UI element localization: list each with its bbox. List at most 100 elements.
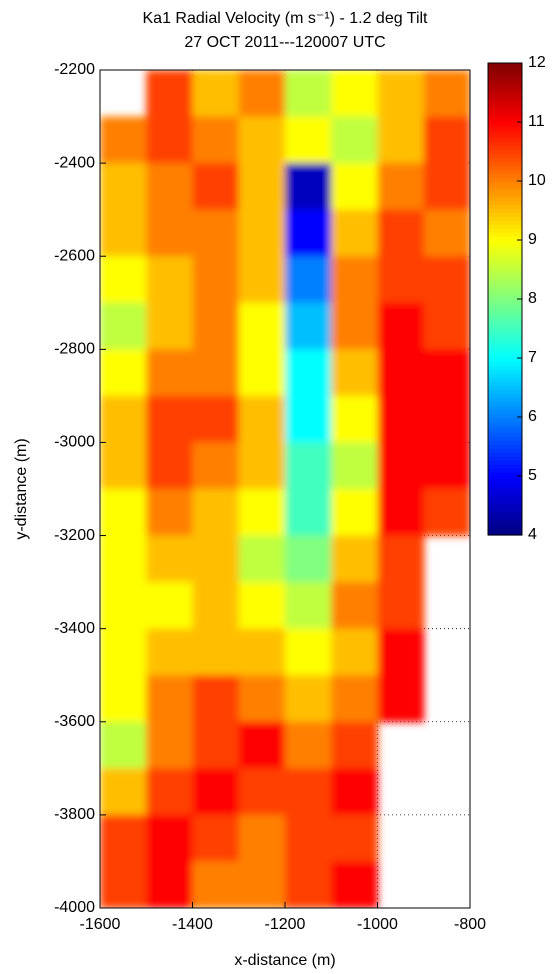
cell: [100, 768, 147, 816]
cell: [192, 302, 240, 350]
colorbar-segment: [488, 161, 522, 166]
cell: [100, 163, 147, 211]
cell: [331, 582, 378, 630]
cell: [238, 442, 286, 490]
colorbar-segment: [488, 369, 522, 375]
cell: [331, 395, 378, 443]
cell: [285, 349, 332, 397]
cell: [100, 116, 147, 164]
colorbar-segment: [488, 334, 522, 339]
cell: [331, 70, 378, 118]
cell: [331, 768, 378, 816]
cell: [331, 256, 378, 304]
cell: [331, 861, 378, 908]
cell: [285, 209, 332, 257]
cell: [285, 442, 332, 490]
colorbar-segment: [488, 114, 522, 119]
cell: [238, 256, 286, 304]
cell: [238, 721, 286, 769]
cell: [238, 70, 286, 118]
cell: [146, 489, 193, 537]
colorbar-segment: [488, 220, 522, 225]
colorbar-segment: [488, 476, 522, 481]
colorbar-segment: [488, 468, 522, 473]
colorbar-segment: [488, 511, 522, 516]
cell: [331, 675, 378, 723]
cell: [238, 395, 286, 443]
y-tick-label: -3400: [54, 620, 95, 637]
colorbar-segment: [488, 177, 522, 182]
cell: [285, 302, 332, 350]
cell: [238, 489, 286, 537]
cell: [146, 814, 193, 862]
cell: [100, 302, 147, 350]
colorbar-segment: [488, 381, 522, 387]
x-tick-label: -1000: [357, 916, 398, 933]
cell: [285, 675, 332, 723]
cell: [146, 535, 193, 583]
cell: [238, 675, 286, 723]
cell: [331, 628, 378, 676]
colorbar-segment: [488, 527, 522, 532]
colorbar-segment: [488, 232, 522, 237]
colorbar-segment: [488, 397, 522, 402]
colorbar-segment: [488, 200, 522, 206]
y-tick-label: -3000: [54, 434, 95, 451]
colorbar-segment: [488, 259, 522, 265]
cell: [238, 349, 286, 397]
y-tick-label: -3800: [54, 806, 95, 823]
colorbar-segment: [488, 196, 522, 202]
colorbar-segment: [488, 342, 522, 347]
cell: [100, 489, 147, 537]
cell: [285, 256, 332, 304]
cell: [192, 582, 240, 630]
colorbar-segment: [488, 255, 522, 261]
colorbar-segment: [488, 393, 522, 398]
y-tick-label: -2200: [54, 61, 95, 78]
cell: [377, 628, 425, 676]
y-tick-label: -2800: [54, 341, 95, 358]
colorbar-segment: [488, 306, 522, 312]
colorbar-segment: [488, 208, 522, 214]
y-tick-label: -2600: [54, 247, 95, 264]
colorbar-segment: [488, 125, 522, 131]
cell: [100, 395, 147, 443]
cell: [238, 768, 286, 816]
cell: [377, 535, 425, 583]
colorbar-segment: [488, 106, 522, 111]
cell: [238, 582, 286, 630]
cell: [331, 489, 378, 537]
cell: [100, 209, 147, 257]
colorbar-segment: [488, 149, 522, 155]
cell: [285, 489, 332, 537]
cell: [377, 302, 425, 350]
cell: [192, 814, 240, 862]
cell: [146, 349, 193, 397]
cell: [146, 442, 193, 490]
colorbar-segment: [488, 173, 522, 178]
cell: [331, 349, 378, 397]
colorbar-segment: [488, 432, 522, 438]
colorbar-segment: [488, 90, 522, 96]
cell: [146, 163, 193, 211]
cell: [331, 442, 378, 490]
cell: [146, 209, 193, 257]
colorbar-segment: [488, 228, 522, 233]
colorbar-segment: [488, 122, 522, 127]
colorbar-segment: [488, 322, 522, 328]
cell: [192, 70, 240, 118]
cell: [146, 116, 193, 164]
cell: [331, 302, 378, 350]
colorbar-segment: [488, 523, 522, 528]
colorbar-segment: [488, 240, 522, 245]
colorbar-segment: [488, 330, 522, 335]
colorbar-segment: [488, 129, 522, 135]
colorbar-segment: [488, 417, 522, 422]
colorbar-tick-label: 6: [528, 408, 537, 425]
colorbar-segment: [488, 251, 522, 257]
colorbar-segment: [488, 413, 522, 418]
cell: [377, 209, 425, 257]
cell: [146, 302, 193, 350]
cell: [377, 256, 425, 304]
colorbar-segment: [488, 428, 522, 434]
